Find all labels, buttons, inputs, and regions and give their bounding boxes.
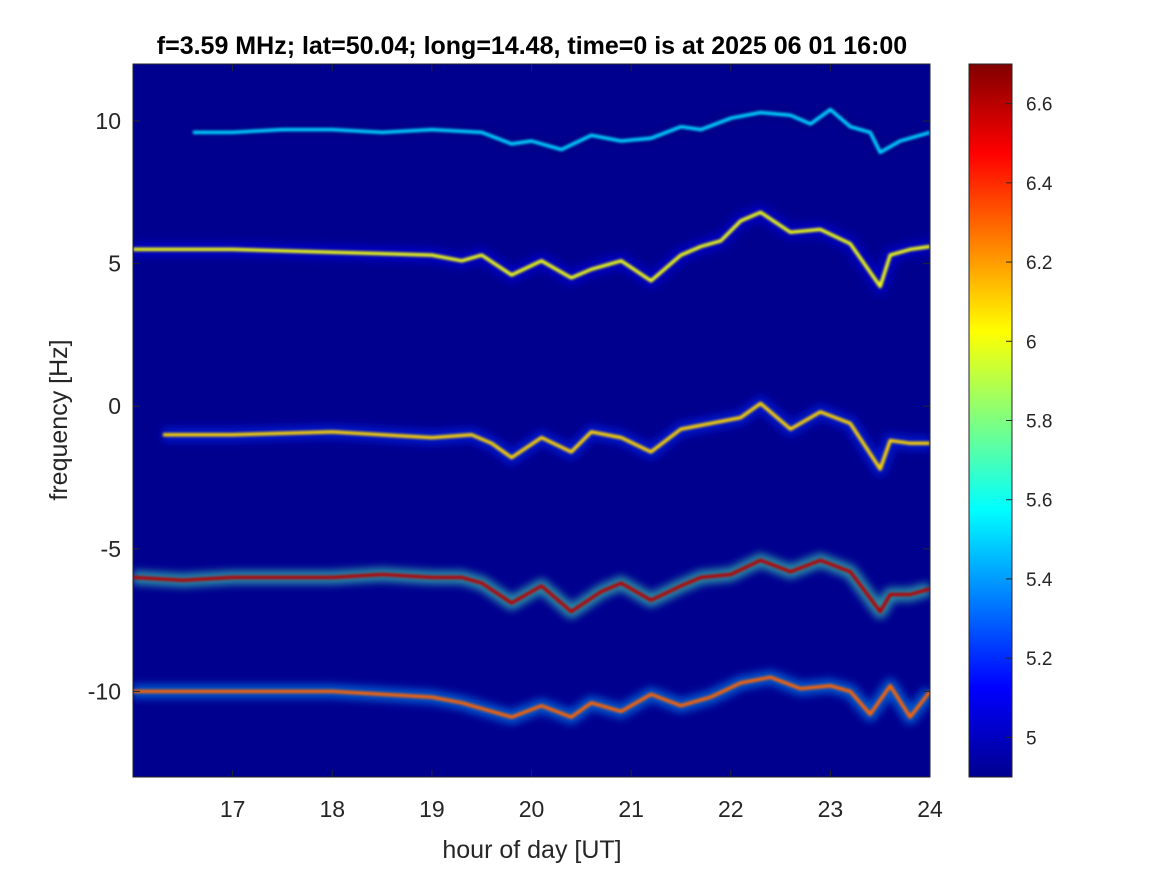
y-tick-label: -10 [88, 678, 121, 704]
colorbar-tick-label: 6.6 [1026, 95, 1052, 116]
x-tick-label: 18 [319, 796, 345, 822]
trace-3 [162, 401, 930, 471]
colorbar [968, 63, 1013, 778]
x-tick-label: 17 [220, 796, 246, 822]
y-tick-label: 5 [108, 251, 121, 277]
colorbar-tick-label: 5 [1026, 728, 1037, 749]
colorbar-ticks: 6.6 6.4 6.2 6 5.8 5.6 5.4 5.2 5 [1006, 95, 1053, 749]
trace-2 [133, 210, 930, 289]
x-axis-label: hour of day [UT] [442, 836, 621, 864]
chart-title: f=3.59 MHz; lat=50.04; long=14.48, time=… [157, 32, 907, 60]
x-axis-ticks: 17 18 19 20 21 22 23 24 [220, 64, 943, 822]
x-tick-label: 21 [618, 796, 644, 822]
y-tick-label: 10 [95, 108, 121, 134]
colorbar-tick-label: 5.2 [1026, 649, 1052, 670]
colorbar-tick-label: 6 [1026, 332, 1037, 353]
colorbar-tick-label: 5.6 [1026, 491, 1052, 512]
y-tick-label: -5 [101, 536, 121, 562]
colorbar-tick-label: 6.4 [1026, 174, 1053, 195]
x-tick-label: 20 [519, 796, 545, 822]
trace-4 [133, 558, 930, 614]
echo-traces [133, 102, 930, 725]
x-tick-label: 23 [818, 796, 844, 822]
colorbar-tick-label: 5.4 [1026, 570, 1053, 591]
x-tick-label: 19 [419, 796, 445, 822]
colorbar-tick-label: 6.2 [1026, 253, 1052, 274]
colorbar-tick-label: 5.8 [1026, 412, 1052, 433]
trace-5 [133, 675, 930, 719]
y-axis-ticks: 10 5 0 -5 -10 [88, 108, 930, 704]
trace-0 [192, 107, 930, 155]
x-tick-label: 22 [718, 796, 744, 822]
y-axis-label: frequency [Hz] [45, 339, 73, 500]
y-tick-label: 0 [108, 393, 121, 419]
x-tick-label: 24 [917, 796, 943, 822]
